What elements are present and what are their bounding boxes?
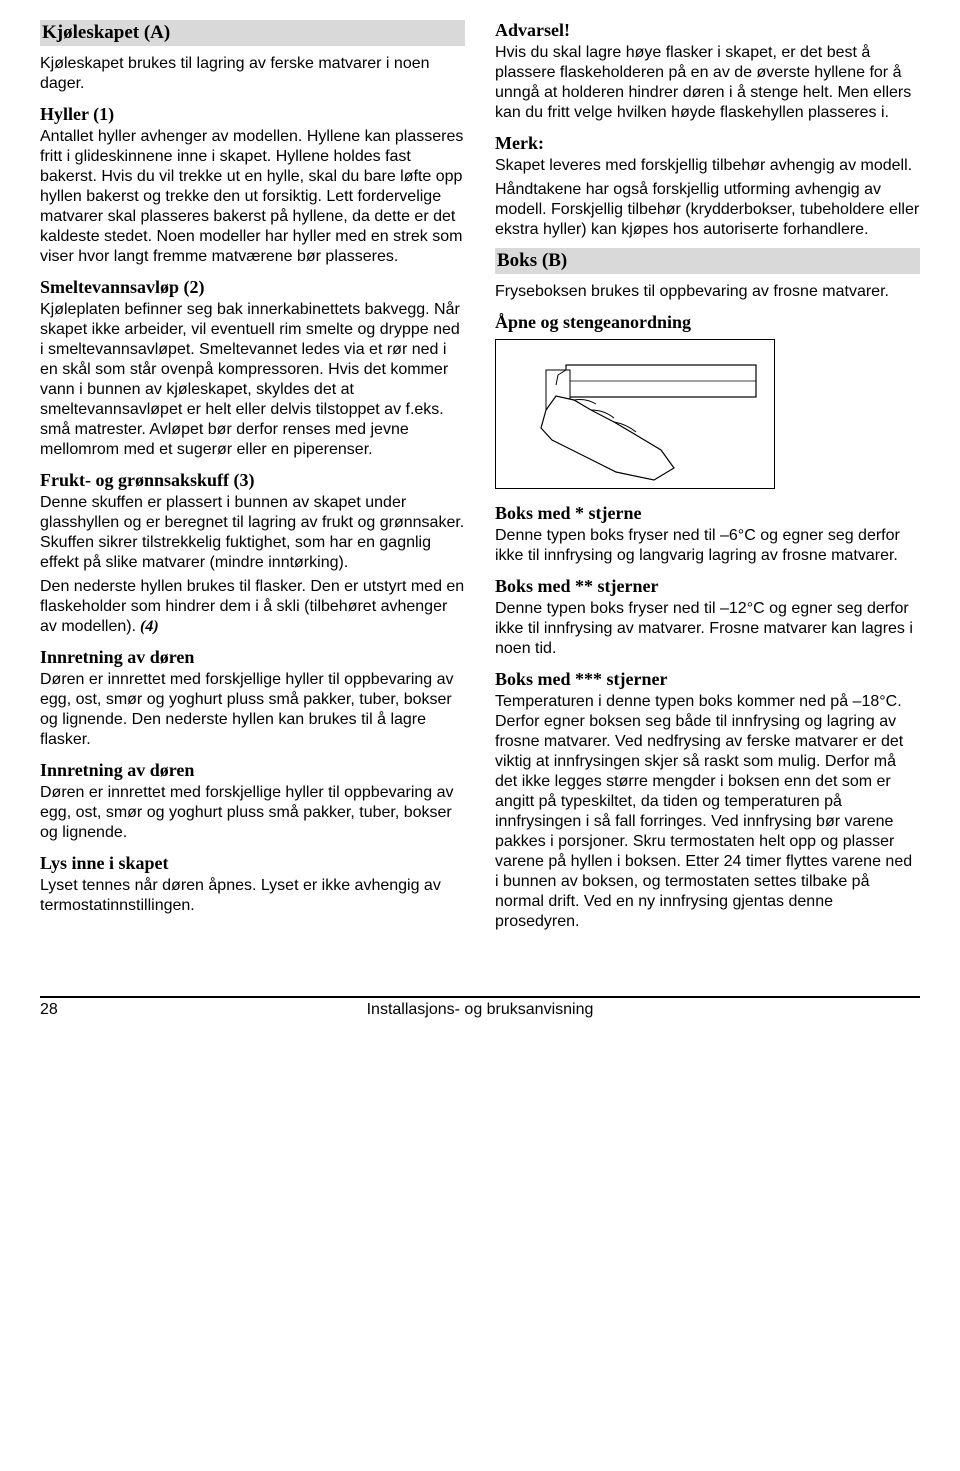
page-number: 28 xyxy=(40,1001,100,1019)
ref-4: (4) xyxy=(136,618,159,635)
para-boks-intro: Fryseboksen brukes til oppbevaring av fr… xyxy=(495,282,920,302)
para-boks-3star: Temperaturen i denne typen boks kommer n… xyxy=(495,692,920,932)
para-lys: Lyset tennes når døren åpnes. Lyset er i… xyxy=(40,876,465,916)
diagram-hand xyxy=(495,339,775,489)
heading-hyller: Hyller (1) xyxy=(40,104,465,125)
footer-spacer xyxy=(860,1001,920,1019)
heading-kjoleskapet: Kjøleskapet (A) xyxy=(40,20,465,46)
heading-boks-2star: Boks med ** stjerner xyxy=(495,576,920,597)
heading-innretning-1: Innretning av døren xyxy=(40,647,465,668)
hand-icon xyxy=(496,340,776,490)
heading-apne: Åpne og stengeanordning xyxy=(495,312,920,333)
right-column: Advarsel! Hvis du skal lagre høye flaske… xyxy=(495,20,920,936)
heading-merk: Merk: xyxy=(495,133,920,154)
para-innretning-2: Døren er innrettet med forskjellige hyll… xyxy=(40,783,465,843)
heading-frukt: Frukt- og grønnsakskuff (3) xyxy=(40,470,465,491)
para-innretning-1: Døren er innrettet med forskjellige hyll… xyxy=(40,670,465,750)
para-frukt-b: Den nederste hyllen brukes til flasker. … xyxy=(40,577,465,637)
para-intro: Kjøleskapet brukes til lagring av ferske… xyxy=(40,54,465,94)
heading-innretning-2: Innretning av døren xyxy=(40,760,465,781)
content-columns: Kjøleskapet (A) Kjøleskapet brukes til l… xyxy=(40,20,920,936)
para-advarsel: Hvis du skal lagre høye flasker i skapet… xyxy=(495,43,920,123)
left-column: Kjøleskapet (A) Kjøleskapet brukes til l… xyxy=(40,20,465,936)
heading-advarsel: Advarsel! xyxy=(495,20,920,41)
heading-lys: Lys inne i skapet xyxy=(40,853,465,874)
para-hyller: Antallet hyller avhenger av modellen. Hy… xyxy=(40,127,465,267)
para-frukt-a: Denne skuffen er plassert i bunnen av sk… xyxy=(40,493,465,573)
heading-boks-3star: Boks med *** stjerner xyxy=(495,669,920,690)
heading-boks-1star: Boks med * stjerne xyxy=(495,503,920,524)
heading-boks: Boks (B) xyxy=(495,248,920,274)
para-smeltevann: Kjøleplaten befinner seg bak innerkabine… xyxy=(40,300,465,460)
footer-title: Installasjons- og bruksanvisning xyxy=(100,1001,860,1019)
para-boks-2star: Denne typen boks fryser ned til –12°C og… xyxy=(495,599,920,659)
para-frukt-b-text: Den nederste hyllen brukes til flasker. … xyxy=(40,578,464,635)
para-boks-1star: Denne typen boks fryser ned til –6°C og … xyxy=(495,526,920,566)
para-merk-b: Håndtakene har også forskjellig utformin… xyxy=(495,180,920,240)
page-footer: 28 Installasjons- og bruksanvisning xyxy=(40,996,920,1019)
heading-smeltevann: Smeltevannsavløp (2) xyxy=(40,277,465,298)
para-merk-a: Skapet leveres med forskjellig tilbehør … xyxy=(495,156,920,176)
